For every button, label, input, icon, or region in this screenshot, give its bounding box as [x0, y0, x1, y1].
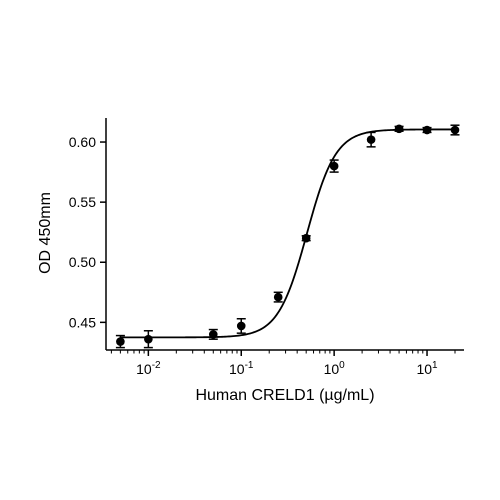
data-point [450, 125, 460, 135]
y-ticks-layer: 0.45 0.50 0.55 0.60 [69, 134, 106, 330]
data-point [236, 321, 246, 331]
data-point [329, 161, 339, 171]
data-point [301, 233, 311, 243]
y-tick-label: 0.50 [69, 254, 96, 270]
data-point [422, 125, 432, 135]
x-tick-label-exponent: -2 [152, 360, 161, 371]
x-tick-label: 10-2 [136, 360, 161, 377]
x-tick-label: 100 [324, 360, 346, 377]
data-point [208, 330, 218, 339]
data-point [273, 292, 283, 302]
data-point [116, 337, 125, 346]
y-tick-label: 0.55 [69, 194, 96, 210]
x-tick-label-exponent: 0 [339, 360, 345, 371]
x-tick-label-exponent: 1 [432, 360, 438, 371]
x-axis-label: Human CRELD1 (µg/mL) [195, 387, 374, 404]
x-tick-label-base: 10 [229, 361, 245, 377]
x-tick-label-base: 10 [324, 361, 340, 377]
x-tick-label-base: 10 [416, 361, 432, 377]
x-tick-label: 101 [416, 360, 438, 377]
error-bars-layer [115, 124, 460, 349]
x-tick-label-exponent: -1 [245, 360, 254, 371]
fit-curve [120, 128, 455, 339]
x-tick-label: 10-1 [229, 360, 254, 377]
data-point [394, 124, 404, 134]
data-point [366, 135, 376, 144]
fit-curve-layer [120, 128, 455, 339]
data-point [144, 334, 153, 344]
data-points-layer [116, 124, 460, 346]
y-tick-label: 0.45 [69, 314, 96, 330]
x-ticks-layer: 10-2 10-1 100 101 [110, 350, 456, 377]
y-axis-label: OD 450mm [37, 192, 54, 274]
x-tick-label-base: 10 [136, 361, 152, 377]
y-tick-label: 0.60 [69, 134, 96, 150]
